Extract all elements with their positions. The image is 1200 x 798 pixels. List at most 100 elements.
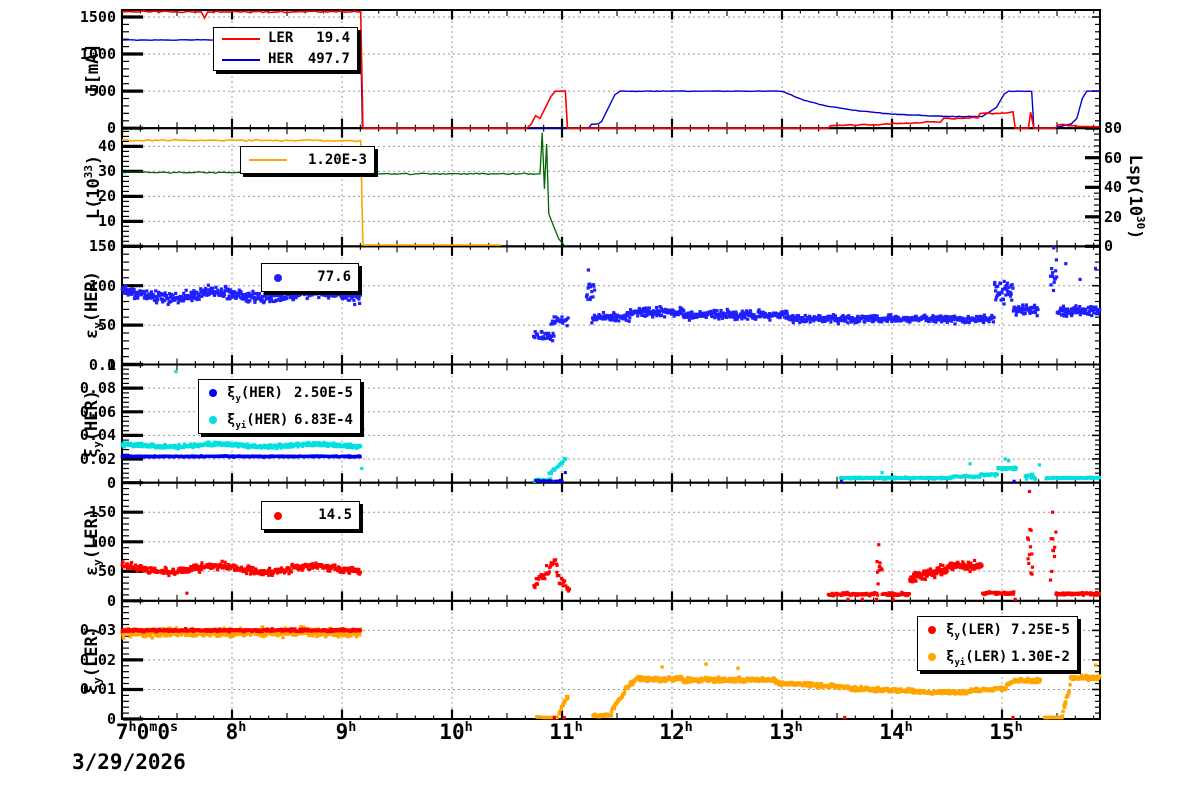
- legend-xi-y-ler: ξy(LER) 7.25E-5 ξyi(LER) 1.30E-2: [917, 616, 1078, 671]
- y-tick-label: 0: [106, 591, 116, 610]
- x-tick-label: 8h: [225, 720, 247, 744]
- y-tick-label: 0: [106, 119, 116, 138]
- y-tick-label: 0: [106, 473, 116, 492]
- legend-entry-value: 2.50E-5: [293, 385, 353, 401]
- y-tick-label: 50: [97, 562, 116, 581]
- data-series: [120, 9, 1102, 720]
- legend-entry-label: ξy(LER): [946, 622, 1002, 641]
- y-tick-label: 100: [88, 276, 116, 295]
- y-axis-label: L(1033): [82, 155, 104, 220]
- legend-entry-value: 7.25E-5: [1010, 622, 1070, 638]
- y-axis-label: ξy(HER): [81, 389, 105, 458]
- legend-line-sample: [222, 58, 260, 61]
- y-tick-label: 10: [97, 212, 116, 231]
- y-tick-label: 0.02: [79, 450, 116, 469]
- legend-entry-value: 77.6: [317, 269, 351, 285]
- legend-entry-value: 497.7: [307, 51, 350, 67]
- x-tick-label-start: 7h0m0s: [115, 720, 179, 744]
- y-tick-label: 40: [97, 137, 116, 156]
- series-specific-luminosity: [121, 138, 502, 246]
- legend-xi-y-her: ξy(HER) 2.50E-5 ξyi(HER) 6.83E-4: [198, 379, 361, 434]
- legend-dot-sample: [928, 652, 936, 661]
- y-tick-label: 0.03: [79, 621, 116, 640]
- y-tick-label: 1000: [79, 45, 116, 64]
- y-axis-label: I[mA]: [83, 43, 103, 95]
- x-tick-label: 12h: [659, 720, 693, 744]
- x-tick-label: 10h: [439, 720, 473, 744]
- series-xi-yi-her-points: [120, 370, 1101, 483]
- right-y-tick-label: 80: [1104, 119, 1123, 138]
- legend-entry: LER 19.4: [214, 28, 357, 49]
- legend-entry: ξyi(LER) 1.30E-2: [918, 644, 1077, 671]
- legend-entry: 14.5: [262, 502, 359, 529]
- y-tick-label: 150: [88, 503, 116, 522]
- legend-dot-sample: [209, 389, 217, 398]
- right-y-tick-label: 60: [1104, 148, 1123, 167]
- legend-entry-value: 14.5: [318, 507, 352, 523]
- legend-line-sample: [249, 159, 287, 161]
- legend-entry-label: ξyi(LER): [946, 648, 1008, 668]
- y-tick-label: 0.08: [79, 379, 116, 398]
- y-tick-label: 100: [88, 532, 116, 551]
- y-tick-label: 50: [97, 316, 116, 335]
- legend-entry: ξy(LER) 7.25E-5: [918, 617, 1077, 644]
- legend-entry: 1.20E-3: [241, 147, 374, 173]
- y-tick-label: 0.04: [79, 426, 116, 445]
- legend-beam-current: LER 19.4 HER 497.7: [213, 27, 358, 71]
- x-tick-label: 11h: [549, 720, 583, 744]
- legend-entry-value: 1.20E-3: [307, 152, 367, 168]
- y-tick-label: 0: [106, 710, 116, 728]
- legend-line-sample: [222, 37, 260, 40]
- y-axis-label: εy(HER): [81, 271, 105, 340]
- gridlines: [123, 11, 1099, 718]
- y-tick-label: 0: [106, 355, 116, 374]
- panel-eps-y-ler: [120, 489, 1101, 601]
- legend-entry-value: 1.30E-2: [1010, 648, 1070, 665]
- legend-dot-sample: [274, 273, 282, 282]
- panel-eps-y-her: [120, 246, 1102, 343]
- x-tick-label: 14h: [879, 720, 913, 744]
- legend-entry-value: 19.4: [316, 30, 350, 46]
- series-eps-y-her-points: [120, 246, 1102, 343]
- y-tick-label: 0.06: [79, 402, 116, 421]
- legend-entry-label: LER: [268, 30, 294, 46]
- legend-entry-value: 6.83E-4: [293, 411, 353, 428]
- y-tick-label: 0.01: [79, 680, 116, 699]
- y-tick-label: 0: [106, 237, 116, 256]
- legend-entry: 77.6: [262, 264, 358, 291]
- legend-entry: HER 497.7: [214, 49, 357, 70]
- legend-entry: ξyi(HER) 6.83E-4: [199, 407, 360, 434]
- right-y-tick-label: 0: [1104, 237, 1114, 256]
- legend-dot-sample: [209, 415, 217, 424]
- right-y-tick-label: 40: [1104, 178, 1123, 197]
- right-y-tick-label: 20: [1104, 207, 1123, 226]
- y-tick-label: 1500: [79, 7, 116, 26]
- y-tick-label: 20: [97, 187, 116, 206]
- x-tick-label: 15h: [989, 720, 1023, 744]
- y-axis-label: ξy(LER): [81, 625, 105, 694]
- legend-entry-label: ξy(HER): [227, 385, 283, 404]
- y-tick-label: 150: [88, 237, 116, 256]
- series-eps-y-ler-points: [120, 489, 1101, 601]
- x-tick-label: 9h: [335, 720, 357, 744]
- series-xi-y-ler-points: [120, 627, 1015, 720]
- y-tick-label: 500: [88, 82, 116, 101]
- legend-eps-y-ler: 14.5: [261, 501, 360, 530]
- legend-dot-sample: [928, 626, 936, 635]
- y-tick-label: 0.02: [79, 650, 116, 669]
- date-label: 3/29/2026: [72, 750, 186, 774]
- legend-eps-y-her: 77.6: [261, 263, 359, 292]
- panel-xi-y-ler: [120, 625, 1102, 720]
- legend-entry-label: ξyi(HER): [227, 411, 289, 431]
- y-tick-label: 0.1: [88, 355, 116, 374]
- legend-entry-label: HER: [268, 51, 294, 67]
- y-axis-label: εy(LER): [81, 507, 105, 576]
- panel-xi-y-her: [120, 370, 1101, 483]
- series-xi-y-her-points: [120, 454, 1016, 483]
- right-axis-label: Lsp(1030): [1125, 154, 1147, 240]
- y-tick-label: 30: [97, 162, 116, 181]
- legend-dot-sample: [274, 511, 282, 520]
- legend-entry: ξy(HER) 2.50E-5: [199, 380, 360, 407]
- legend-luminosity: 1.20E-3: [240, 146, 375, 174]
